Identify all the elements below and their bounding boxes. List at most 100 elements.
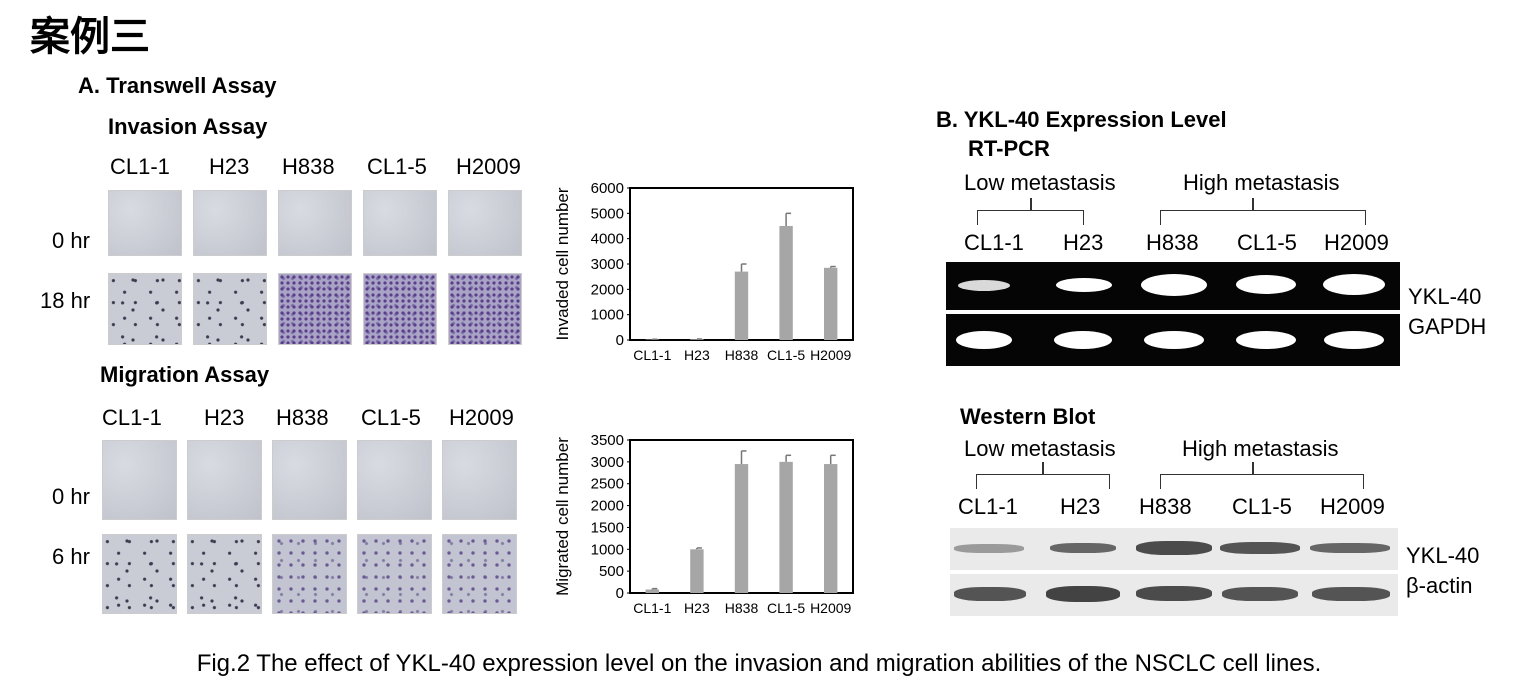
rtpcr-lane-cl1-5: CL1-5 (1237, 230, 1297, 255)
rtpcr-title: RT-PCR (968, 136, 1050, 161)
western-actin-strip (950, 574, 1398, 616)
migration-label-cl1-1: CL1-1 (102, 405, 162, 430)
rtpcr-ykl40-gel (946, 262, 1400, 310)
y-tick-label: 6000 (591, 180, 624, 197)
rtpcr-gapdh-band-h838 (1144, 331, 1204, 349)
bar-h2009 (824, 267, 838, 340)
invasion-row-0hr: 0 hr (52, 228, 90, 253)
rtpcr-low-bracket-tick (1030, 198, 1032, 210)
page-heading: 案例三 (30, 13, 150, 60)
figure-caption: Fig.2 The effect of YKL-40 expression le… (196, 650, 1322, 677)
invasion-bar-chart: 0 1000 2000 3000 4000 5000 6000 Invaded cell nu… (553, 180, 854, 363)
migration-label-h23: H23 (204, 405, 245, 430)
western-high-bracket-tick (1252, 462, 1254, 474)
y-axis-label: Migrated cell number (553, 437, 572, 596)
migration-photo-cl1-1-6hr (102, 534, 177, 614)
western-actin-band-h23 (1046, 586, 1120, 602)
bar-cl1-1 (645, 339, 659, 340)
western-actin-band-h838 (1136, 586, 1212, 601)
invasion-photo-cl1-1-0hr (108, 190, 182, 256)
rtpcr-high-metastasis: High metastasis (1183, 170, 1340, 195)
y-tick-label: 4000 (591, 231, 624, 248)
panel-a-title: A. Transwell Assay (78, 73, 277, 98)
y-tick-label: 3000 (591, 454, 624, 471)
rtpcr-high-bracket (1160, 210, 1366, 225)
rtpcr-ykl40-band-cl1-1 (958, 280, 1010, 291)
x-tick-label-cl1-1: CL1-1 (633, 600, 671, 616)
invasion-label-cl1-5: CL1-5 (367, 154, 427, 179)
western-low-bracket-tick (1042, 462, 1044, 474)
y-tick-label: 5000 (591, 205, 624, 222)
y-tick-label: 3000 (591, 256, 624, 273)
migration-photo-cl1-5-0hr (357, 440, 432, 520)
migration-photo-h838-0hr (272, 440, 347, 520)
migration-label-h2009: H2009 (449, 405, 514, 430)
western-ykl40-band-h23 (1050, 543, 1116, 553)
western-lane-h23: H23 (1060, 494, 1101, 519)
y-tick-label: 1500 (591, 519, 624, 536)
x-tick-label-cl1-5: CL1-5 (767, 347, 805, 363)
x-tick-label-cl1-5: CL1-5 (767, 600, 805, 616)
invasion-photo-h2009-18hr (448, 273, 522, 345)
western-actin-band-cl1-5 (1222, 587, 1298, 601)
rtpcr-gapdh-band-cl1-5 (1236, 331, 1296, 349)
rtpcr-lane-h23: H23 (1063, 230, 1104, 255)
bar-h838 (734, 464, 749, 593)
bar-cl1-5 (779, 226, 793, 340)
migration-photo-cl1-5-6hr (357, 534, 432, 614)
western-ykl40-band-cl1-1 (954, 544, 1024, 553)
y-tick-label: 2000 (591, 498, 624, 515)
y-tick-label: 0 (616, 585, 624, 602)
western-ykl40-band-cl1-5 (1220, 542, 1300, 554)
invasion-photo-h2009-0hr (448, 190, 522, 256)
invasion-photo-cl1-5-18hr (363, 273, 437, 345)
invasion-label-cl1-1: CL1-1 (110, 154, 170, 179)
western-lane-cl1-1: CL1-1 (958, 494, 1018, 519)
western-ykl40-band-h838 (1136, 541, 1212, 555)
y-tick-label: 2500 (591, 476, 624, 493)
western-band-label-actin: β-actin (1406, 573, 1473, 598)
invasion-assay-title: Invasion Assay (108, 114, 268, 139)
y-tick-label: 1000 (591, 541, 624, 558)
western-band-label-ykl40: YKL-40 (1406, 543, 1480, 568)
x-tick-label-h2009: H2009 (810, 347, 851, 363)
bar-cl1-5 (779, 461, 793, 593)
migration-label-h838: H838 (276, 405, 329, 430)
y-tick-label: 3500 (591, 432, 624, 449)
rtpcr-ykl40-band-h838 (1141, 274, 1207, 296)
invasion-photo-cl1-1-18hr (108, 273, 182, 345)
rtpcr-gapdh-band-cl1-1 (956, 331, 1012, 349)
y-tick-label: 0 (616, 332, 624, 349)
migration-row-6hr: 6 hr (52, 544, 90, 569)
rtpcr-low-metastasis: Low metastasis (964, 170, 1116, 195)
rtpcr-band-label-gapdh: GAPDH (1408, 314, 1487, 339)
rtpcr-lane-h838: H838 (1146, 230, 1199, 255)
western-ykl40-strip (950, 528, 1398, 570)
rtpcr-gapdh-band-h2009 (1324, 331, 1384, 349)
rtpcr-band-label-ykl40: YKL-40 (1408, 284, 1482, 309)
western-lane-h838: H838 (1139, 494, 1192, 519)
invasion-row-18hr: 18 hr (40, 288, 91, 313)
invasion-photo-h23-18hr (193, 273, 267, 345)
migration-photo-h23-6hr (187, 534, 262, 614)
rtpcr-lane-h2009: H2009 (1324, 230, 1389, 255)
y-tick-label: 2000 (591, 281, 624, 298)
invasion-photo-h838-18hr (278, 273, 352, 345)
migration-photo-h2009-6hr (442, 534, 517, 614)
y-tick-label: 1000 (591, 307, 624, 324)
rtpcr-ykl40-band-h23 (1056, 278, 1112, 292)
rtpcr-high-bracket-tick (1252, 198, 1254, 210)
invasion-photo-h838-0hr (278, 190, 352, 256)
western-actin-band-h2009 (1312, 587, 1390, 601)
western-low-metastasis: Low metastasis (964, 436, 1116, 461)
rtpcr-gapdh-gel (946, 314, 1400, 366)
invasion-photo-cl1-5-0hr (363, 190, 437, 256)
bar-cl1-1 (645, 589, 659, 593)
rtpcr-low-bracket (977, 210, 1084, 225)
western-lane-h2009: H2009 (1320, 494, 1385, 519)
x-tick-label-h23: H23 (684, 347, 710, 363)
migration-bar-chart: 0 500 1000 1500 2000 2500 3000 3500 Migrated cel… (553, 432, 854, 616)
invasion-photo-h23-0hr (193, 190, 267, 256)
migration-assay-title: Migration Assay (100, 362, 270, 387)
y-tick-label: 500 (599, 563, 624, 580)
